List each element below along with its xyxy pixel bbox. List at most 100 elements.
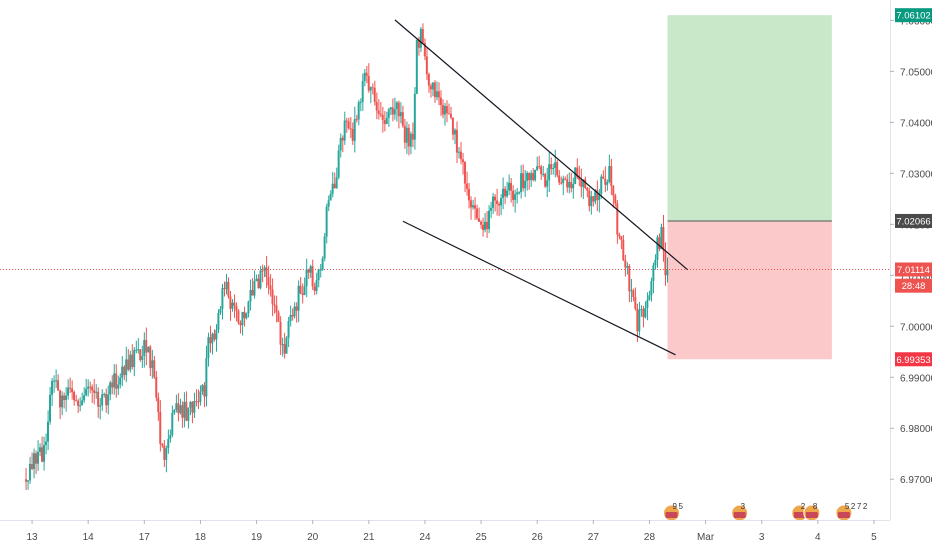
candle-body xyxy=(477,218,480,222)
countdown-label: 28:48 xyxy=(895,278,932,293)
candle xyxy=(548,151,551,193)
candle xyxy=(313,282,316,296)
candle xyxy=(309,264,312,278)
candle xyxy=(451,117,454,141)
candle-body xyxy=(315,280,318,291)
candle xyxy=(217,309,220,334)
candle xyxy=(512,185,515,207)
candle xyxy=(301,283,304,304)
candle-body xyxy=(383,120,386,124)
candle xyxy=(395,101,398,122)
candle-body xyxy=(221,288,224,309)
upper-channel-line[interactable] xyxy=(394,19,688,271)
candle xyxy=(574,167,577,185)
candle-body xyxy=(323,236,326,259)
candle xyxy=(353,106,356,153)
candle-body xyxy=(28,464,31,481)
candle-body xyxy=(53,380,56,382)
event-flag-4[interactable]: 8 xyxy=(803,502,821,522)
stop-zone[interactable] xyxy=(667,220,832,360)
candle xyxy=(477,207,480,223)
candle xyxy=(455,121,458,164)
candle-body xyxy=(333,183,336,189)
candle xyxy=(628,264,631,303)
candle-body xyxy=(522,173,525,189)
candle-body xyxy=(498,203,501,206)
candle-body xyxy=(263,267,266,271)
candle xyxy=(111,375,114,395)
candle xyxy=(319,263,322,278)
candle xyxy=(65,387,68,412)
candle-body xyxy=(297,285,300,311)
candle-body xyxy=(397,102,400,117)
candle xyxy=(467,182,470,209)
candle-body xyxy=(407,127,410,147)
candle-body xyxy=(279,321,282,345)
candle-body xyxy=(640,309,643,311)
candle xyxy=(389,106,392,116)
candle-body xyxy=(377,110,380,114)
candle xyxy=(459,142,462,165)
candle xyxy=(339,133,342,158)
candle xyxy=(89,381,92,394)
candle xyxy=(652,262,655,294)
candle-body xyxy=(219,308,222,313)
candle xyxy=(129,350,132,373)
candle-body xyxy=(461,159,464,163)
candle-body xyxy=(139,349,142,360)
candle-body xyxy=(47,421,49,442)
candle xyxy=(173,409,176,415)
candle xyxy=(157,392,160,421)
price-axis[interactable]: 6.97000 6.98000 6.99000 7.00000 7.01000 7.020… xyxy=(890,16,932,486)
candle-body xyxy=(353,119,356,141)
candle-body xyxy=(530,173,533,181)
candle-body xyxy=(359,101,362,103)
candle xyxy=(379,101,382,118)
candle-body xyxy=(558,175,561,183)
trendlines[interactable] xyxy=(394,19,688,356)
event-badge: 5 xyxy=(679,502,684,511)
candle-body xyxy=(542,174,545,176)
candle xyxy=(275,295,278,323)
y-tick-label: 7.04000 xyxy=(900,118,932,129)
candle xyxy=(540,164,543,180)
candle-body xyxy=(604,178,607,185)
candle-body xyxy=(409,133,412,147)
candle xyxy=(469,196,472,220)
candle xyxy=(341,135,344,153)
candle-body xyxy=(371,87,374,89)
candle xyxy=(235,302,238,322)
candle xyxy=(435,81,438,101)
candle-body xyxy=(305,269,308,287)
candle xyxy=(81,392,84,406)
event-flag-2[interactable]: 3 xyxy=(731,502,749,522)
candle xyxy=(530,170,533,187)
candle xyxy=(560,176,563,185)
candle xyxy=(487,205,490,234)
candle-body xyxy=(510,182,513,191)
candle-body xyxy=(287,321,290,338)
candle-body xyxy=(546,180,549,187)
candle-body xyxy=(55,380,58,382)
candle-body xyxy=(602,176,605,179)
candle xyxy=(32,448,35,479)
candle-body xyxy=(614,195,617,204)
candles xyxy=(24,23,669,491)
candle-body xyxy=(644,307,647,318)
x-tick-label: 5 xyxy=(871,532,877,543)
time-axis[interactable]: 13 14 17 18 19 20 21 24 25 26 27 28 Mar 3 4 5 xyxy=(27,520,878,543)
candle xyxy=(77,398,80,413)
lower-channel-line[interactable] xyxy=(402,220,676,356)
candle xyxy=(494,194,496,212)
candle-body xyxy=(506,190,509,197)
target-zone[interactable] xyxy=(667,15,832,221)
candle-body xyxy=(285,337,288,354)
candle-body xyxy=(293,306,296,317)
candle xyxy=(255,274,258,282)
candle-body xyxy=(564,178,567,180)
